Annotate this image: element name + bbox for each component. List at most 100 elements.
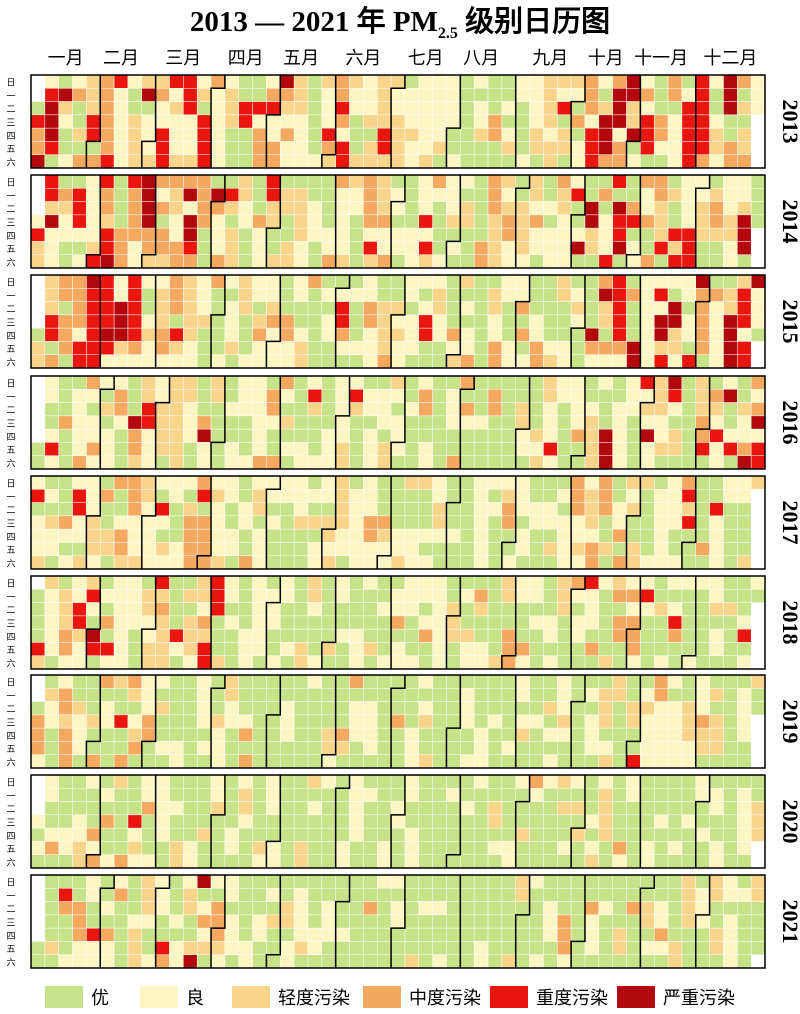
day-cell [681,341,697,356]
day-cell [432,901,447,916]
day-cell [515,114,530,129]
day-cell [127,841,143,856]
day-cell [293,927,309,942]
day-cell [335,688,350,702]
day-cell [529,188,544,202]
day-cell [667,188,683,202]
day-cell [418,714,433,729]
day-cell [376,402,392,417]
day-cell [100,642,115,657]
day-cell [723,727,738,742]
day-cell [446,375,461,390]
day-cell [709,655,724,670]
day-cell [376,127,392,142]
day-cell [307,74,323,89]
day-cell [390,774,406,789]
day-cell [418,428,433,443]
day-cell [335,801,350,816]
day-cell [349,475,364,490]
day-cell [266,428,281,443]
day-cell [723,489,738,503]
day-cell [72,655,87,670]
month-label: 十二月 [703,48,758,69]
day-cell [653,227,669,242]
day-cell [238,628,253,643]
day-cell [363,688,378,702]
day-cell [349,188,364,202]
day-cell [196,941,212,956]
day-cell [224,589,240,603]
day-cell [695,475,710,490]
day-cell [404,301,420,316]
day-cell [58,528,73,543]
day-cell [44,754,59,769]
day-cell [224,615,240,630]
day-cell [460,914,475,929]
day-cell [86,727,101,742]
day-cell [196,201,212,216]
month-boundary [390,175,406,268]
day-cell [529,141,544,156]
day-cell [224,241,240,256]
day-cell [529,727,544,742]
day-cell [86,888,101,902]
day-cell [169,741,184,756]
day-cell [543,475,558,490]
day-cell [557,515,572,530]
day-cell [612,502,627,517]
day-cell [293,827,309,842]
day-cell [127,628,143,643]
day-cell [640,741,655,756]
day-cell [363,615,378,630]
day-cell [210,788,226,802]
day-cell [640,154,655,169]
day-cell [58,575,73,590]
day-cell [196,741,212,756]
day-cell [695,701,710,716]
weekday-label: 二 [6,705,15,715]
day-cell [750,801,766,816]
day-cell [224,127,240,142]
day-cell [432,301,447,316]
day-cell [418,241,433,256]
day-cell [376,489,392,503]
day-cell [695,101,710,116]
day-cell [473,442,489,457]
day-cell [72,801,87,816]
day-cell [432,174,447,189]
day-cell [543,375,558,390]
day-cell [335,154,350,169]
day-cell [626,254,641,269]
day-cell [529,489,544,503]
day-cell [584,288,600,302]
month-boundary [445,75,462,168]
day-cell [224,688,240,702]
day-cell [224,415,240,430]
day-cell [557,727,572,742]
day-cell [473,754,489,769]
day-cell [196,314,212,329]
day-cell [127,555,143,570]
day-cell [280,375,295,390]
day-cell [155,489,170,503]
day-cell [238,674,253,689]
day-cell [570,515,586,530]
day-cell [58,188,73,202]
day-cell [570,227,586,242]
day-cell [723,442,738,457]
day-cell [72,927,87,942]
day-cell [169,241,184,256]
year-label: 2019 [778,700,800,744]
day-cell [487,428,503,443]
day-cell [709,555,724,570]
day-cell [432,688,447,702]
day-cell [266,655,281,670]
day-cell [681,589,697,603]
day-cell [224,841,240,856]
day-cell [183,502,198,517]
day-cell [44,741,59,756]
day-cell [72,475,87,490]
weekday-label: 二 [6,406,15,416]
day-cell [487,201,503,216]
day-cell [640,727,655,742]
